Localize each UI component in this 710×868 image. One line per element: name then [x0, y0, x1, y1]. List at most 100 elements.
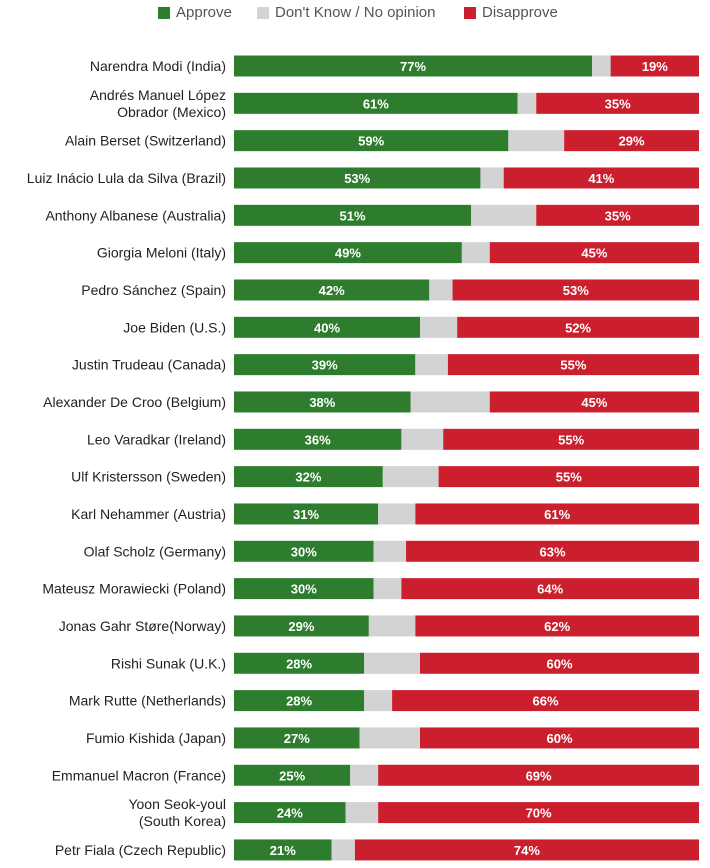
bar-approve	[234, 540, 374, 562]
row-label: (South Korea)	[139, 813, 226, 829]
bar-approve	[234, 578, 374, 600]
bar-disapprove	[489, 242, 699, 264]
row-label: Andrés Manuel López	[90, 87, 226, 103]
bar-dont-know	[364, 652, 420, 674]
row-label: Rishi Sunak (U.K.)	[111, 655, 226, 671]
bar-label-disapprove: 41%	[588, 171, 614, 186]
bar-dont-know	[368, 615, 416, 637]
bar-approve	[234, 764, 351, 786]
bar-dont-know	[415, 354, 448, 376]
bar-label-disapprove: 55%	[560, 358, 586, 373]
bar-label-disapprove: 60%	[546, 731, 572, 746]
bar-disapprove	[420, 727, 699, 749]
row-label: Joe Biden (U.S.)	[123, 319, 226, 335]
bar-label-disapprove: 63%	[540, 544, 566, 559]
bar-dont-know	[373, 540, 407, 562]
bar-dont-know	[410, 391, 490, 413]
bar-label-disapprove: 29%	[619, 134, 645, 149]
bar-label-disapprove: 74%	[514, 843, 540, 858]
row-label: Emmanuel Macron (France)	[52, 767, 226, 783]
bar-label-approve: 24%	[277, 806, 303, 821]
bar-approve	[234, 316, 420, 338]
bar-disapprove	[378, 802, 699, 824]
row-label: Yoon Seok-youl	[128, 796, 226, 812]
bar-dont-know	[461, 242, 490, 264]
bar-dont-know	[345, 802, 379, 824]
row-label: Obrador (Mexico)	[117, 104, 226, 120]
bar-disapprove	[420, 652, 699, 674]
bar-approve	[234, 802, 346, 824]
bar-dont-know	[359, 727, 420, 749]
row-label: Jonas Gahr Støre(Norway)	[59, 618, 226, 634]
legend-item-dont-know: Don't Know / No opinion	[257, 4, 435, 21]
bar-disapprove	[536, 204, 699, 226]
bar-approve	[234, 204, 472, 226]
bar-label-disapprove: 45%	[581, 246, 607, 261]
bar-disapprove	[452, 279, 699, 301]
legend-swatch-approve	[158, 6, 170, 19]
bar-label-approve: 49%	[335, 246, 361, 261]
bar-disapprove	[378, 764, 699, 786]
bar-label-approve: 30%	[291, 582, 317, 597]
bar-disapprove	[392, 690, 699, 712]
row-label: Karl Nehammer (Austria)	[71, 506, 226, 522]
bar-dont-know	[429, 279, 453, 301]
row-label: Pedro Sánchez (Spain)	[81, 282, 226, 298]
bar-label-approve: 30%	[291, 544, 317, 559]
legend-label-approve: Approve	[176, 4, 232, 21]
bar-disapprove	[415, 503, 699, 525]
bar-approve	[234, 428, 402, 450]
row-label: Anthony Albanese (Australia)	[45, 207, 226, 223]
bar-dont-know	[471, 204, 537, 226]
row-label: Mark Rutte (Netherlands)	[69, 693, 226, 709]
bar-label-approve: 31%	[293, 507, 319, 522]
bar-label-approve: 40%	[314, 320, 340, 335]
row-label: Giorgia Meloni (Italy)	[97, 245, 226, 261]
bar-approve	[234, 167, 481, 189]
row-label: Narendra Modi (India)	[90, 58, 226, 74]
bar-label-approve: 28%	[286, 656, 312, 671]
bar-disapprove	[354, 839, 699, 861]
bar-approve	[234, 839, 332, 861]
bar-label-disapprove: 60%	[546, 656, 572, 671]
row-label: Alexander De Croo (Belgium)	[43, 394, 226, 410]
bar-label-disapprove: 69%	[526, 768, 552, 783]
bar-label-approve: 51%	[340, 208, 366, 223]
bar-label-disapprove: 55%	[556, 470, 582, 485]
bar-dont-know	[401, 428, 444, 450]
bar-label-approve: 59%	[358, 134, 384, 149]
bar-dont-know	[592, 55, 611, 77]
bar-approve	[234, 354, 416, 376]
bar-dont-know	[508, 130, 565, 152]
bar-label-approve: 28%	[286, 694, 312, 709]
bar-label-disapprove: 55%	[558, 432, 584, 447]
row-label: Petr Fiala (Czech Republic)	[55, 842, 226, 858]
bar-label-disapprove: 35%	[605, 208, 631, 223]
bar-label-disapprove: 53%	[563, 283, 589, 298]
bar-label-approve: 32%	[295, 470, 321, 485]
bar-dont-know	[480, 167, 504, 189]
bar-disapprove	[438, 466, 699, 488]
bar-label-disapprove: 66%	[533, 694, 559, 709]
bar-approve	[234, 279, 430, 301]
bar-disapprove	[415, 615, 699, 637]
bar-dont-know	[420, 316, 458, 338]
bar-label-disapprove: 19%	[642, 59, 668, 74]
legend-swatch-disapprove	[464, 6, 476, 19]
bar-label-approve: 38%	[309, 395, 335, 410]
bar-approve	[234, 391, 411, 413]
bar-disapprove	[536, 92, 699, 114]
legend-item-approve: Approve	[158, 4, 232, 21]
bar-disapprove	[443, 428, 699, 450]
bar-label-disapprove: 35%	[605, 96, 631, 111]
row-label: Fumio Kishida (Japan)	[86, 730, 226, 746]
bar-label-approve: 61%	[363, 96, 389, 111]
bar-label-approve: 25%	[279, 768, 305, 783]
legend-item-disapprove: Disapprove	[464, 4, 558, 21]
row-label: Alain Berset (Switzerland)	[65, 133, 226, 149]
bar-disapprove	[564, 130, 699, 152]
bar-label-disapprove: 45%	[581, 395, 607, 410]
bar-approve	[234, 690, 365, 712]
bar-disapprove	[503, 167, 699, 189]
bar-dont-know	[378, 503, 416, 525]
